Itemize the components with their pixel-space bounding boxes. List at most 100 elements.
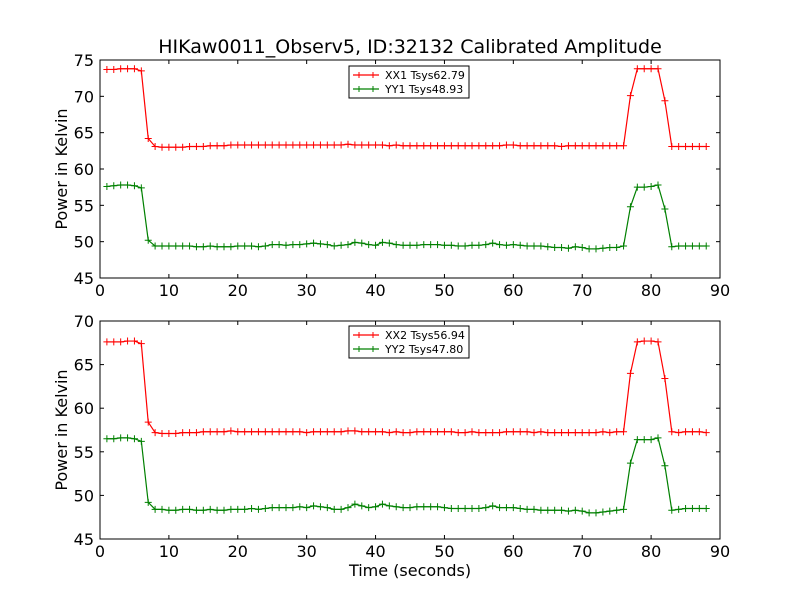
data-point — [682, 504, 690, 512]
data-point — [544, 243, 552, 251]
y-tick-label: 65 — [74, 124, 94, 143]
data-point — [482, 504, 490, 512]
data-point — [316, 503, 324, 511]
data-point — [406, 429, 414, 437]
legend-item: XX2 Tsys56.94 — [353, 329, 465, 342]
data-point — [420, 503, 428, 511]
data-point — [475, 504, 483, 512]
data-point — [399, 429, 407, 437]
x-tick-label: 0 — [95, 542, 105, 561]
data-point — [606, 507, 614, 515]
data-point — [675, 242, 683, 250]
data-point — [206, 505, 214, 513]
data-point — [530, 505, 538, 513]
data-point — [220, 142, 228, 150]
data-point — [179, 505, 187, 513]
data-point — [303, 429, 311, 437]
data-point — [420, 142, 428, 150]
data-point — [613, 142, 621, 150]
data-point — [606, 429, 614, 437]
data-point — [365, 241, 373, 249]
data-point — [323, 141, 331, 149]
x-tick-label: 70 — [572, 281, 592, 300]
data-point — [661, 462, 669, 470]
data-point — [606, 142, 614, 150]
data-point — [489, 429, 497, 437]
data-point — [640, 436, 648, 444]
data-point — [192, 243, 200, 251]
data-point — [640, 65, 648, 73]
data-point — [358, 502, 366, 510]
data-point — [254, 141, 262, 149]
data-point — [626, 203, 634, 211]
data-point — [372, 503, 380, 511]
data-point — [323, 241, 331, 249]
x-tick-label: 0 — [95, 281, 105, 300]
data-point — [296, 141, 304, 149]
x-tick-label: 50 — [434, 542, 454, 561]
data-point — [599, 244, 607, 252]
data-point — [544, 506, 552, 514]
data-point — [502, 428, 510, 436]
data-point — [434, 142, 442, 150]
data-point — [358, 239, 366, 247]
data-point — [427, 241, 435, 249]
data-point — [172, 143, 180, 151]
data-point — [551, 429, 559, 437]
data-point — [117, 181, 125, 189]
x-tick-label: 30 — [296, 542, 316, 561]
data-point — [413, 503, 421, 511]
data-point — [537, 428, 545, 436]
data-point — [130, 182, 138, 190]
data-point — [434, 428, 442, 436]
data-point — [633, 183, 641, 191]
data-point — [482, 241, 490, 249]
data-point — [110, 182, 118, 190]
data-point — [427, 503, 435, 511]
data-point — [537, 142, 545, 150]
data-point — [110, 435, 118, 443]
data-point — [124, 181, 132, 189]
data-point — [509, 504, 517, 512]
data-point — [213, 243, 221, 251]
data-point — [241, 141, 249, 149]
data-point — [695, 242, 703, 250]
data-point — [392, 428, 400, 436]
data-point — [537, 242, 545, 250]
x-tick-label: 80 — [641, 542, 661, 561]
data-point — [199, 506, 207, 514]
x-tick-label: 30 — [296, 281, 316, 300]
data-point — [564, 507, 572, 515]
data-point — [296, 241, 304, 249]
legend-item: XX1 Tsys62.79 — [353, 69, 465, 82]
series-2 — [103, 181, 710, 253]
data-point — [702, 429, 710, 437]
data-point — [688, 504, 696, 512]
data-point — [454, 142, 462, 150]
data-point — [592, 142, 600, 150]
data-point — [310, 502, 318, 510]
data-point — [654, 338, 662, 346]
data-point — [316, 240, 324, 248]
data-point — [571, 506, 579, 514]
legend-label: YY1 Tsys48.93 — [384, 83, 463, 96]
data-point — [502, 241, 510, 249]
data-point — [151, 505, 159, 513]
data-point — [571, 142, 579, 150]
data-point — [489, 142, 497, 150]
data-point — [344, 504, 352, 512]
data-point — [523, 428, 531, 436]
data-point — [454, 429, 462, 437]
x-tick-label: 40 — [365, 281, 385, 300]
legend-item: YY1 Tsys48.93 — [353, 83, 463, 96]
data-point — [268, 428, 276, 436]
data-point — [413, 241, 421, 249]
data-point — [392, 241, 400, 249]
data-point — [461, 429, 469, 437]
data-point — [227, 505, 235, 513]
data-point — [668, 506, 676, 514]
data-point — [179, 143, 187, 151]
data-point — [372, 241, 380, 249]
data-point — [351, 238, 359, 246]
